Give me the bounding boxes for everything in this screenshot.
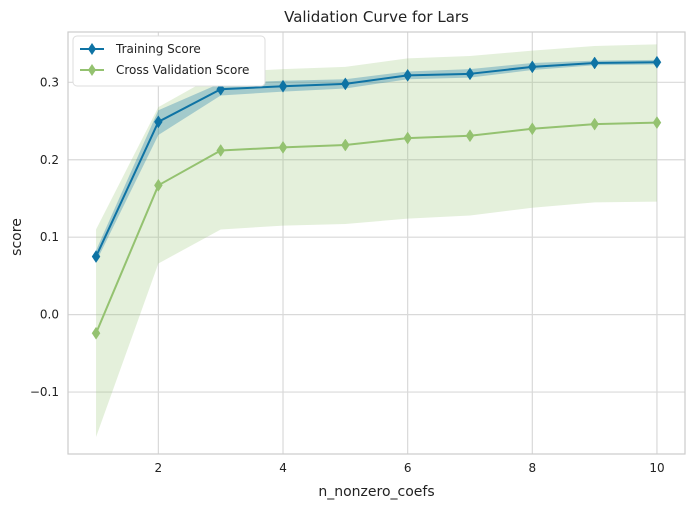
plot-area xyxy=(67,31,686,455)
grid xyxy=(68,32,685,454)
training-score-point xyxy=(403,68,412,82)
legend: Training Score Cross Validation Score xyxy=(72,35,266,87)
x-axis-ticks: 2 4 6 8 10 xyxy=(155,461,665,475)
cross-validation-score-point xyxy=(278,140,288,154)
cross-validation-score-point xyxy=(154,178,163,192)
cross-validation-score-point xyxy=(465,129,475,143)
y-tick-label: 0.1 xyxy=(40,230,59,244)
training-score-point xyxy=(278,79,288,93)
x-tick-label: 2 xyxy=(155,461,163,475)
training-score-point xyxy=(528,60,537,74)
cross-validation-score-point xyxy=(403,131,412,145)
score-bands xyxy=(96,44,657,437)
y-axis-label: score xyxy=(9,218,25,256)
chart-title: Validation Curve for Lars xyxy=(284,8,469,26)
cross-validation-score-point xyxy=(590,117,599,131)
cross-validation-score-point xyxy=(652,116,662,130)
y-tick-label: 0.3 xyxy=(40,75,59,89)
legend-marker xyxy=(88,43,96,55)
legend-items: Training Score Cross Validation Score xyxy=(80,42,249,77)
cross-validation-score-line xyxy=(95,121,657,334)
cross-validation-score-point xyxy=(341,138,350,152)
training-score-point xyxy=(341,77,350,91)
training-score-point xyxy=(652,55,662,69)
cross-validation-score-point xyxy=(216,144,225,157)
x-tick-label: 10 xyxy=(649,461,664,475)
training-score-line xyxy=(95,61,657,257)
plot-frame xyxy=(67,31,686,455)
x-tick-label: 4 xyxy=(279,461,287,475)
training-score-point xyxy=(590,56,599,70)
legend-label: Training Score xyxy=(115,42,201,56)
legend-box xyxy=(72,35,266,87)
y-tick-label: −0.1 xyxy=(30,385,59,399)
cross-validation-score-band xyxy=(96,44,657,437)
legend-marker xyxy=(88,64,96,76)
plot-background xyxy=(68,32,685,454)
training-score-point xyxy=(154,115,163,129)
cross-validation-score-point xyxy=(91,326,101,340)
training-score-point xyxy=(465,67,475,81)
series-lines xyxy=(95,61,657,334)
x-tick-label: 6 xyxy=(404,461,412,475)
x-axis-label: n_nonzero_coefs xyxy=(318,484,434,500)
legend-label: Cross Validation Score xyxy=(116,63,249,77)
y-tick-label: 0.0 xyxy=(40,308,59,322)
y-axis-ticks: −0.1 0.0 0.1 0.2 0.3 xyxy=(30,75,59,399)
x-tick-label: 8 xyxy=(528,461,536,475)
training-score-point xyxy=(91,250,101,264)
y-tick-label: 0.2 xyxy=(40,153,59,167)
cross-validation-score-point xyxy=(528,122,537,136)
series-markers xyxy=(91,55,662,340)
